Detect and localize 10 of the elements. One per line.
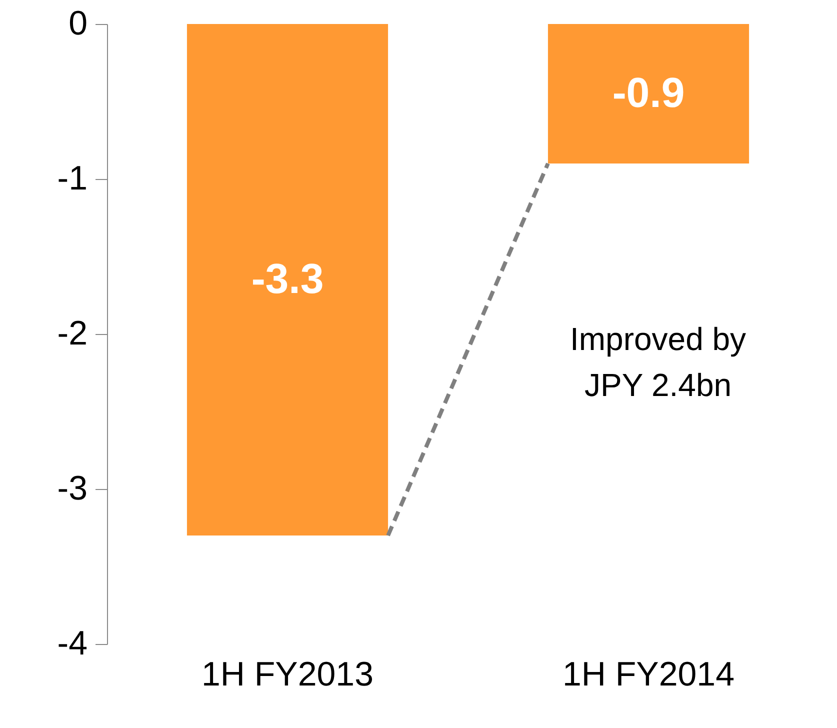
- y-tick-label: 0: [68, 4, 88, 42]
- data-label: -3.3: [251, 254, 324, 302]
- y-tick-label: -2: [57, 314, 88, 352]
- y-tick-label: -4: [57, 624, 88, 662]
- annotation: Improved by JPY 2.4bn: [570, 321, 746, 403]
- x-tick-label: 1H FY2014: [562, 656, 734, 694]
- y-tick-label: -3: [57, 470, 88, 508]
- x-tick-label: 1H FY2013: [202, 656, 374, 694]
- data-label: -0.9: [612, 68, 685, 116]
- y-tick-label: -1: [57, 160, 88, 198]
